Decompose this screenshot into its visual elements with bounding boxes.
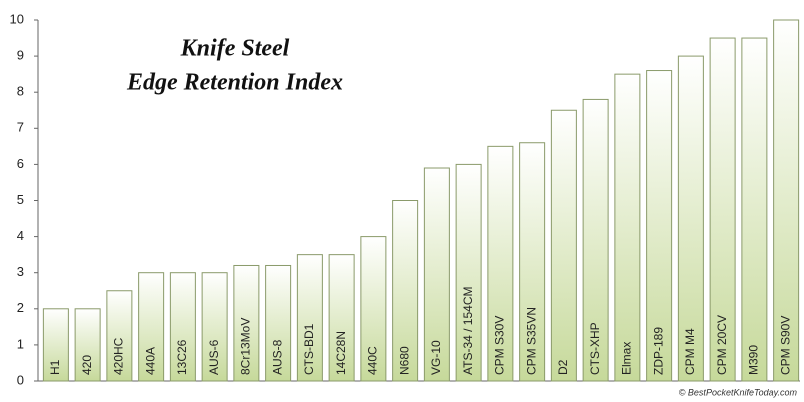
- x-tick-label: N680: [397, 346, 411, 375]
- y-tick-label: 6: [17, 156, 24, 171]
- x-tick-label: CPM S35VN: [524, 307, 538, 375]
- x-tick-label: 420: [80, 355, 94, 375]
- x-tick-label: CPM S30V: [493, 316, 507, 375]
- x-tick-label: CTS-XHP: [588, 322, 602, 375]
- x-tick-label: CPM S90V: [778, 316, 792, 375]
- bar: [423, 167, 450, 382]
- y-tick-label: 10: [10, 11, 24, 26]
- bar: [487, 145, 514, 382]
- x-tick-label: 13C26: [175, 339, 189, 375]
- bar: [614, 73, 641, 382]
- bar: [519, 142, 546, 382]
- bar: [169, 272, 196, 382]
- x-tick-label: CTS-BD1: [302, 323, 316, 375]
- x-tick-label: AUS-8: [270, 339, 284, 375]
- bar: [74, 308, 101, 382]
- bar: [582, 98, 609, 382]
- x-tick-label: CPM M4: [683, 328, 697, 375]
- bar: [360, 236, 387, 382]
- y-tick-label: 0: [17, 372, 24, 387]
- x-tick-label: Elmax: [620, 342, 634, 375]
- bar: [741, 37, 768, 382]
- y-tick-label: 5: [17, 192, 24, 207]
- chart-title: Knife Steel: [180, 36, 290, 62]
- bar: [265, 264, 292, 382]
- bar: [42, 308, 69, 382]
- x-tick-label: 14C28N: [334, 331, 348, 375]
- bar: [106, 290, 133, 382]
- x-tick-label: ZDP-189: [651, 327, 665, 375]
- y-tick-label: 1: [17, 336, 24, 351]
- y-tick-label: 2: [17, 300, 24, 315]
- x-tick-label: 8Cr13MoV: [239, 318, 253, 375]
- bar: [455, 163, 482, 382]
- bar: [328, 254, 355, 382]
- y-tick-label: 3: [17, 264, 24, 279]
- bar: [773, 19, 800, 382]
- bar: [138, 272, 165, 382]
- bar: [709, 37, 736, 382]
- x-tick-label: ATS-34 / 154CM: [461, 287, 475, 375]
- x-tick-label: VG-10: [429, 340, 443, 375]
- bar: [677, 55, 704, 382]
- bar: [646, 70, 673, 382]
- x-tick-label: AUS-6: [207, 339, 221, 375]
- x-tick-label: 440C: [366, 346, 380, 375]
- x-tick-label: D2: [556, 359, 570, 375]
- y-tick-label: 4: [17, 228, 24, 243]
- bar: [392, 200, 419, 382]
- bar: [233, 264, 260, 382]
- x-tick-label: M390: [747, 345, 761, 375]
- y-tick-label: 7: [17, 120, 24, 135]
- chart-title: Edge Retention Index: [126, 70, 343, 96]
- x-tick-label: 420HC: [112, 337, 126, 375]
- x-tick-label: CPM 20CV: [715, 315, 729, 375]
- bar: [550, 109, 577, 382]
- bar: [296, 254, 323, 382]
- bar: [201, 272, 228, 382]
- x-tick-label: H1: [48, 359, 62, 375]
- y-tick-label: 8: [17, 84, 24, 99]
- source-note: © BestPocketKnifeToday.com: [679, 387, 798, 397]
- y-tick-label: 9: [17, 48, 24, 63]
- x-tick-label: 440A: [143, 347, 157, 375]
